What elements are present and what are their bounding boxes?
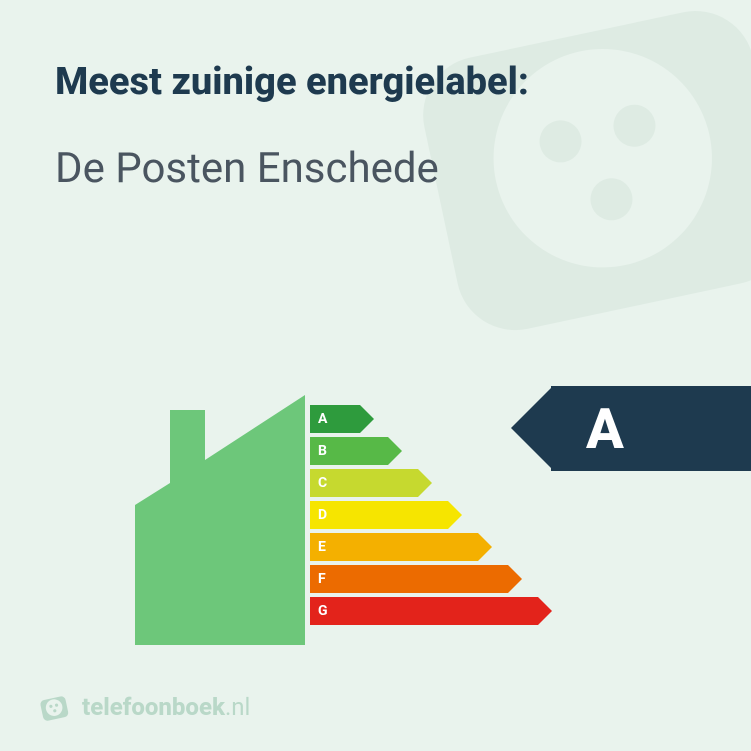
content-wrapper: Meest zuinige energielabel: De Posten En… xyxy=(55,60,696,193)
energy-bars: ABCDEFG xyxy=(310,405,538,629)
energy-bar-label: D xyxy=(318,507,327,523)
location-name: De Posten Enschede xyxy=(55,144,696,193)
energy-bar: C xyxy=(310,469,418,497)
energy-bar-row: G xyxy=(310,597,538,625)
energy-bar: G xyxy=(310,597,538,625)
energy-bar-label: B xyxy=(318,443,327,459)
energy-bar-row: E xyxy=(310,533,538,561)
footer: telefoonboek.nl xyxy=(38,691,250,723)
energy-bar-label: E xyxy=(318,539,326,555)
energy-bar-label: C xyxy=(318,475,327,491)
energy-bar-label: G xyxy=(318,603,328,619)
energy-bar: E xyxy=(310,533,478,561)
rating-arrow-body: A xyxy=(551,386,751,471)
energy-bar-tip xyxy=(360,405,374,433)
brand-text: telefoonboek.nl xyxy=(82,693,250,721)
energy-bar-label: A xyxy=(318,411,327,427)
brand-logo-icon xyxy=(38,691,70,723)
energy-bar: B xyxy=(310,437,388,465)
brand-name-light: .nl xyxy=(225,693,250,721)
energy-bar-tip xyxy=(388,437,402,465)
energy-bar-row: F xyxy=(310,565,538,593)
rating-arrow-point xyxy=(511,386,553,470)
energy-bar: D xyxy=(310,501,448,529)
energy-bar-tip xyxy=(538,597,552,625)
energy-bar-row: C xyxy=(310,469,538,497)
rating-letter: A xyxy=(586,396,624,462)
energy-bar: F xyxy=(310,565,508,593)
energy-bar-row: D xyxy=(310,501,538,529)
rating-indicator: A xyxy=(511,386,751,471)
brand-name-bold: telefoonboek xyxy=(82,693,225,721)
energy-bar: A xyxy=(310,405,360,433)
energy-bar-label: F xyxy=(318,571,326,587)
energy-bar-row: B xyxy=(310,437,538,465)
house-icon xyxy=(135,395,305,645)
energy-bar-tip xyxy=(418,469,432,497)
energy-bar-tip xyxy=(448,501,462,529)
page-title: Meest zuinige energielabel: xyxy=(55,60,696,104)
energy-bar-row: A xyxy=(310,405,538,433)
energy-bar-tip xyxy=(478,533,492,561)
energy-label-card: Meest zuinige energielabel: De Posten En… xyxy=(0,0,751,751)
energy-bar-tip xyxy=(508,565,522,593)
